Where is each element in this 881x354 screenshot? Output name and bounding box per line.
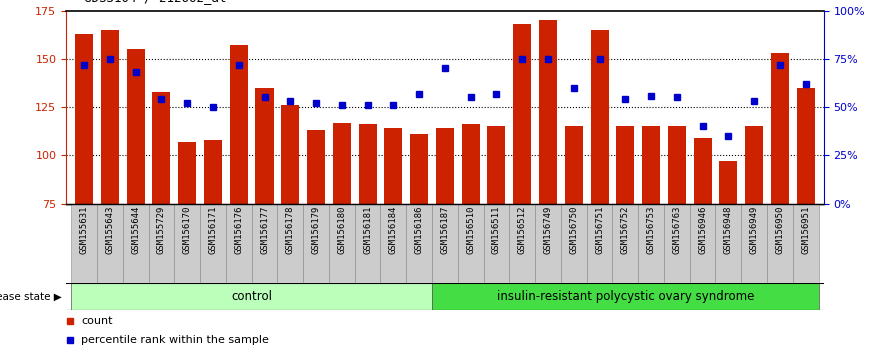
Bar <box>406 204 432 283</box>
Text: GSM156170: GSM156170 <box>182 206 192 254</box>
Text: GSM156510: GSM156510 <box>466 206 475 254</box>
Bar <box>484 204 509 283</box>
Bar <box>71 204 97 283</box>
Bar <box>715 204 741 283</box>
Bar <box>230 45 248 204</box>
Bar <box>514 24 531 204</box>
Text: GSM156176: GSM156176 <box>234 206 243 254</box>
Bar <box>255 88 273 204</box>
Bar <box>127 49 144 204</box>
Bar <box>75 34 93 204</box>
Bar <box>97 204 122 283</box>
Bar <box>278 204 303 283</box>
Text: control: control <box>231 290 272 303</box>
Text: GSM156751: GSM156751 <box>595 206 604 254</box>
Bar <box>771 53 789 204</box>
Text: GSM156177: GSM156177 <box>260 206 269 254</box>
Bar <box>612 204 638 283</box>
Bar <box>281 105 300 204</box>
Bar <box>329 204 355 283</box>
Bar <box>539 20 557 204</box>
Text: GSM156753: GSM156753 <box>647 206 655 254</box>
Bar <box>590 30 609 204</box>
Bar <box>767 204 793 283</box>
Bar <box>381 204 406 283</box>
Bar <box>204 140 222 204</box>
Bar <box>174 204 200 283</box>
Bar <box>487 126 506 204</box>
Bar <box>638 204 664 283</box>
Bar <box>462 125 479 204</box>
Text: GSM156512: GSM156512 <box>518 206 527 254</box>
Bar <box>200 204 226 283</box>
Bar <box>693 138 712 204</box>
Text: GSM155643: GSM155643 <box>106 206 115 254</box>
Bar <box>359 125 376 204</box>
Text: GSM156951: GSM156951 <box>801 206 811 254</box>
Bar <box>411 134 428 204</box>
Text: count: count <box>81 316 113 326</box>
Bar <box>617 126 634 204</box>
Bar <box>100 30 119 204</box>
Bar <box>796 88 815 204</box>
Bar <box>509 204 535 283</box>
Bar <box>535 204 561 283</box>
Bar <box>355 204 381 283</box>
Bar <box>690 204 715 283</box>
Bar <box>432 204 458 283</box>
Bar <box>436 128 454 204</box>
Text: GSM155644: GSM155644 <box>131 206 140 254</box>
Bar <box>458 204 484 283</box>
Bar <box>565 126 582 204</box>
Bar <box>303 204 329 283</box>
Text: GSM156181: GSM156181 <box>363 206 372 254</box>
Text: GSM156178: GSM156178 <box>285 206 295 254</box>
Bar <box>149 204 174 283</box>
Bar <box>664 204 690 283</box>
Bar <box>642 126 660 204</box>
Bar <box>561 204 587 283</box>
Text: GDS3104 / 212662_at: GDS3104 / 212662_at <box>84 0 226 4</box>
Text: GSM156948: GSM156948 <box>724 206 733 254</box>
Bar <box>720 161 737 204</box>
Bar <box>226 204 252 283</box>
Bar <box>741 204 767 283</box>
Text: GSM156186: GSM156186 <box>415 206 424 254</box>
Bar <box>152 92 170 204</box>
Bar <box>432 283 818 310</box>
Text: GSM156511: GSM156511 <box>492 206 501 254</box>
Bar <box>668 126 686 204</box>
Text: GSM156752: GSM156752 <box>621 206 630 254</box>
Text: GSM156949: GSM156949 <box>750 206 759 254</box>
Bar <box>178 142 196 204</box>
Text: GSM156179: GSM156179 <box>312 206 321 254</box>
Text: GSM156180: GSM156180 <box>337 206 346 254</box>
Text: GSM156187: GSM156187 <box>440 206 449 254</box>
Bar <box>122 204 149 283</box>
Text: insulin-resistant polycystic ovary syndrome: insulin-resistant polycystic ovary syndr… <box>497 290 754 303</box>
Bar <box>793 204 818 283</box>
Text: GSM156750: GSM156750 <box>569 206 578 254</box>
Bar <box>307 130 325 204</box>
Bar <box>384 128 403 204</box>
Bar <box>71 283 432 310</box>
Text: GSM156184: GSM156184 <box>389 206 398 254</box>
Text: disease state ▶: disease state ▶ <box>0 291 62 302</box>
Text: GSM156763: GSM156763 <box>672 206 681 254</box>
Bar <box>252 204 278 283</box>
Text: GSM155729: GSM155729 <box>157 206 166 254</box>
Text: GSM156946: GSM156946 <box>698 206 707 254</box>
Text: GSM156950: GSM156950 <box>775 206 784 254</box>
Text: percentile rank within the sample: percentile rank within the sample <box>81 335 269 345</box>
Text: GSM155631: GSM155631 <box>79 206 89 254</box>
Bar <box>745 126 763 204</box>
Text: GSM156749: GSM156749 <box>544 206 552 254</box>
Bar <box>587 204 612 283</box>
Bar <box>333 122 351 204</box>
Text: GSM156171: GSM156171 <box>209 206 218 254</box>
